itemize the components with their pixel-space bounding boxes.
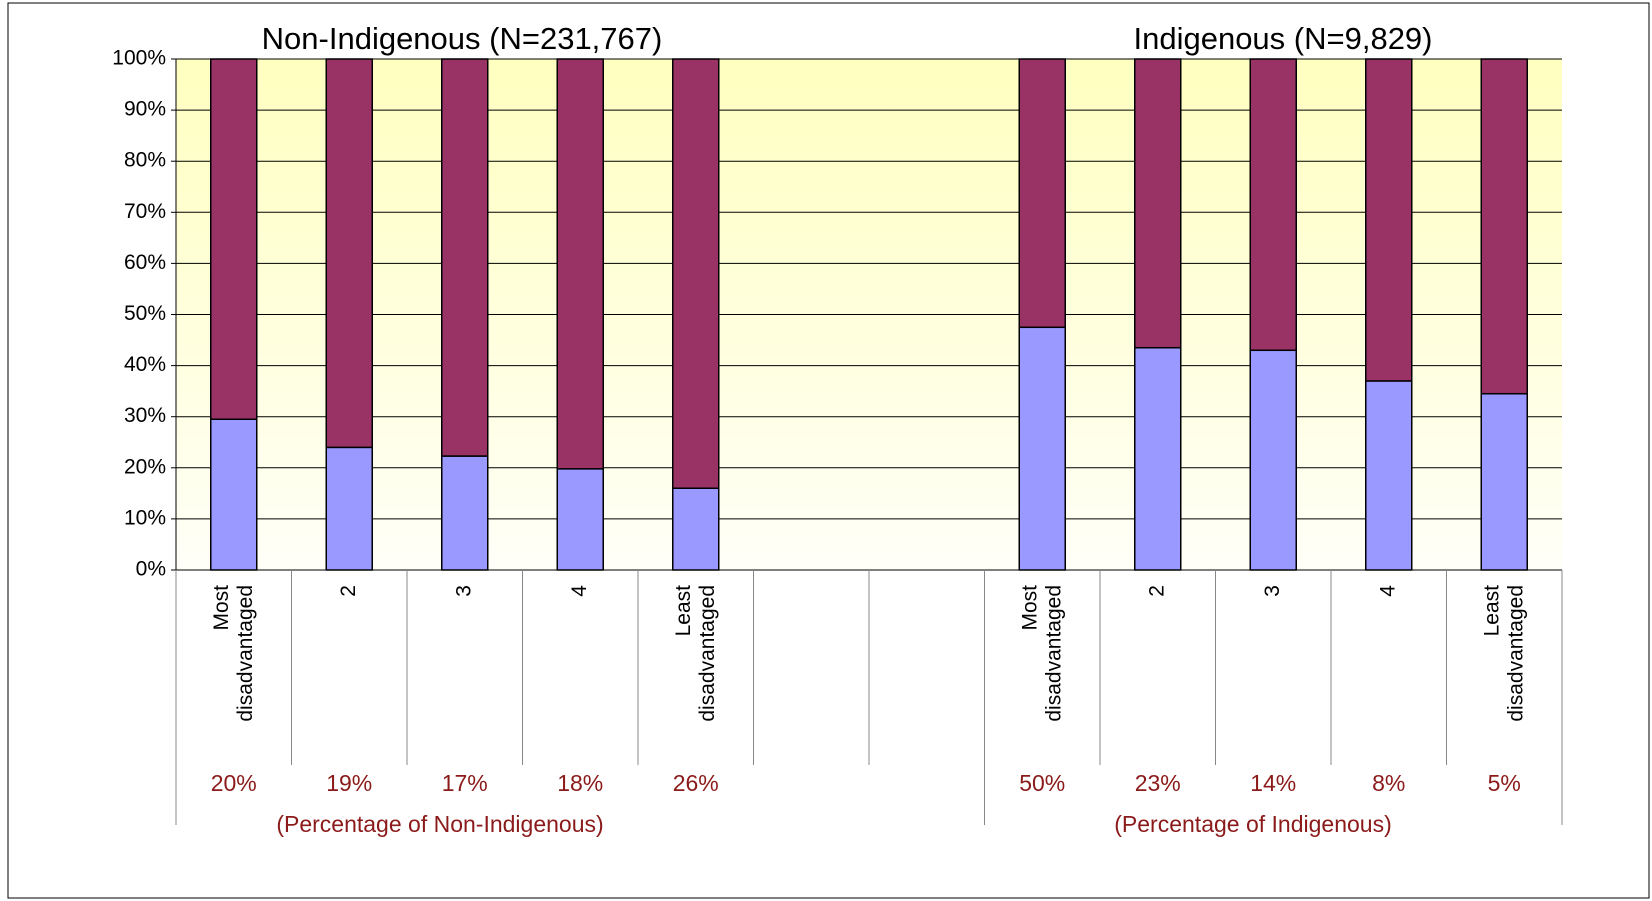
bar-segment — [441, 58, 489, 457]
bar-segment — [1480, 392, 1528, 571]
bar-segment — [210, 418, 258, 571]
bar-segment — [1480, 58, 1528, 395]
group-subtitle: (Percentage of Indigenous) — [1114, 811, 1391, 837]
x-tick-label: 4 — [1376, 585, 1399, 597]
bar-segment — [672, 487, 720, 571]
y-tick-label: 70% — [124, 200, 166, 223]
x-tick-label: 3 — [452, 585, 475, 597]
group-title: Non-Indigenous (N=231,767) — [262, 21, 663, 56]
y-tick-label: 50% — [124, 302, 166, 325]
bar-segment — [325, 446, 373, 571]
bar-segment — [325, 58, 373, 449]
x-tick-label: 2 — [1145, 585, 1168, 597]
x-tick-label: Least disadvantaged — [671, 585, 718, 728]
bar-segment — [556, 468, 604, 571]
share-label: 18% — [557, 770, 603, 796]
share-label: 19% — [326, 770, 372, 796]
share-label: 8% — [1372, 770, 1405, 796]
share-label: 26% — [673, 770, 719, 796]
y-tick-label: 0% — [136, 558, 166, 581]
bar-segment — [1249, 349, 1297, 571]
x-tick-label: 2 — [337, 585, 360, 597]
bar-segment — [1365, 58, 1413, 382]
bar-segment — [441, 455, 489, 571]
bar-segment — [1134, 346, 1182, 571]
share-label: 23% — [1135, 770, 1181, 796]
x-tick-label: 3 — [1261, 585, 1284, 597]
y-tick-label: 30% — [124, 404, 166, 427]
y-tick-label: 10% — [124, 506, 166, 529]
y-tick-label: 80% — [124, 149, 166, 172]
bar-segment — [1249, 58, 1297, 352]
x-tick-label: Least disadvantaged — [1480, 585, 1527, 728]
bar-segment — [1018, 58, 1066, 329]
bar-segment — [1134, 58, 1182, 349]
bar-segment — [672, 58, 720, 489]
group-title: Indigenous (N=9,829) — [1133, 21, 1432, 56]
group-subtitle: (Percentage of Non-Indigenous) — [276, 811, 603, 837]
share-label: 14% — [1250, 770, 1296, 796]
share-label: 5% — [1488, 770, 1521, 796]
bar-segment — [556, 58, 604, 470]
share-label: 17% — [442, 770, 488, 796]
y-tick-label: 20% — [124, 455, 166, 478]
x-tick-label: 4 — [568, 585, 591, 597]
bar-segment — [1365, 380, 1413, 571]
share-label: 50% — [1019, 770, 1065, 796]
y-tick-label: 90% — [124, 98, 166, 121]
y-tick-label: 60% — [124, 251, 166, 274]
y-tick-label: 40% — [124, 353, 166, 376]
x-tick-label: Most disadvantaged — [209, 585, 256, 728]
x-tick-label: Most disadvantaged — [1018, 585, 1065, 728]
share-label: 20% — [211, 770, 257, 796]
y-tick-label: 100% — [112, 47, 166, 70]
bar-segment — [1018, 326, 1066, 571]
bar-segment — [210, 58, 258, 421]
